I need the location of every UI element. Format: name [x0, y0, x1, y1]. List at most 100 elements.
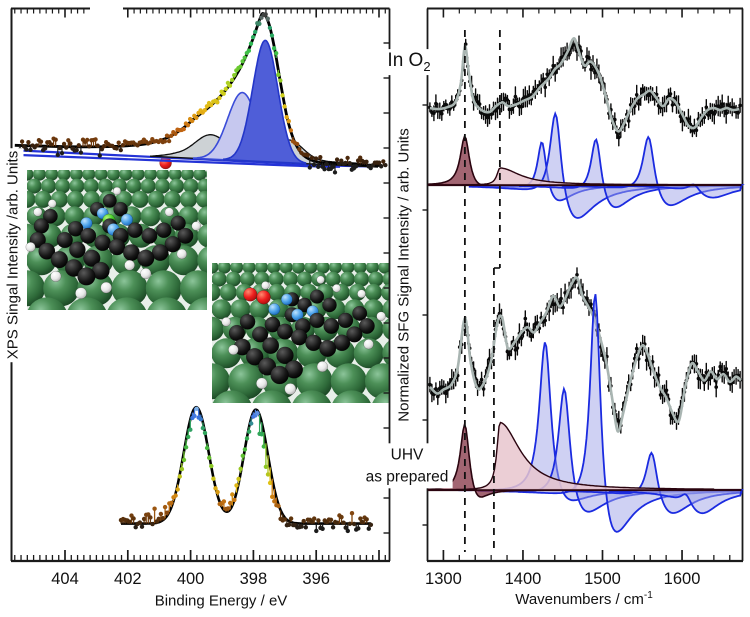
- hydrogen-atom: [228, 344, 239, 356]
- carbon-atom: [290, 328, 308, 346]
- carbon-atom: [137, 249, 155, 267]
- condition-label-in-o2: In O2: [379, 49, 439, 75]
- carbon-atom: [177, 227, 194, 244]
- sfg-data-line: [429, 44, 741, 140]
- carbon-atom: [108, 238, 126, 256]
- hydrogen-atom: [164, 207, 174, 217]
- carbon-atom: [262, 337, 280, 355]
- nitrogen-atom: [268, 303, 281, 316]
- xps-bottom-spectrum: [118, 405, 374, 534]
- carbon-atom: [164, 235, 182, 253]
- carbon-atom: [276, 323, 294, 340]
- carbon-atom: [80, 227, 97, 244]
- carbon-atom: [64, 259, 83, 277]
- carbon-atom: [264, 316, 281, 333]
- condition-label-in-o2-text: In O: [387, 50, 424, 72]
- carbon-atom: [151, 244, 169, 262]
- hydrogen-atom: [33, 207, 43, 217]
- carbon-atom: [38, 242, 56, 260]
- xps-tick-label: 404: [51, 570, 79, 588]
- carbon-atom: [323, 318, 340, 334]
- sfg-bottom-spectrum: [427, 267, 744, 533]
- hydrogen-atom: [376, 311, 386, 321]
- hydrogen-atom: [50, 270, 62, 282]
- carbon-atom: [251, 326, 269, 343]
- carbon-atom: [352, 305, 368, 321]
- condition-label-in-o2-sub: 2: [423, 58, 431, 74]
- carbon-atom: [50, 250, 69, 269]
- carbon-atom: [141, 227, 158, 244]
- carbon-atom: [69, 241, 86, 259]
- xps-top-spectrum: [14, 12, 388, 175]
- molecular-model-insets: [25, 156, 390, 403]
- inset-molecule-2: [221, 275, 386, 395]
- hydrogen-atom: [140, 268, 152, 280]
- sfg-tick-label: 1300: [425, 570, 462, 588]
- carbon-atom: [276, 346, 294, 365]
- sfg-x-axis-label: Wavenumbers / cm-1: [515, 590, 653, 608]
- uhv-label-line2: as prepared: [365, 468, 449, 485]
- carbon-atom: [358, 318, 375, 334]
- hydrogen-atom: [176, 248, 188, 260]
- carbon-atom: [170, 215, 186, 231]
- carbon-atom: [94, 234, 111, 252]
- carbon-atom: [245, 348, 264, 366]
- hydrogen-atom: [357, 289, 366, 299]
- xps-tick-label: 400: [177, 570, 205, 588]
- hydrogen-atom: [112, 186, 122, 196]
- sfg-resonance-blue: [608, 489, 743, 515]
- xps-y-axis-label: XPS Singal Intensity /arb. Units: [2, 147, 24, 363]
- carbon-atom: [33, 218, 50, 234]
- hydrogen-atom: [261, 281, 270, 290]
- xps-tick-label: 396: [302, 570, 330, 588]
- sfg-fit-line: [429, 37, 740, 133]
- hydrogen-atom: [316, 361, 328, 373]
- carbon-atom: [337, 312, 354, 329]
- sfg-tick-label: 1400: [505, 570, 542, 588]
- xps-x-axis-label: Binding Energy / eV: [154, 592, 288, 610]
- carbon-atom: [239, 313, 256, 330]
- sfg-fit-line: [428, 276, 742, 433]
- nitrogen-atom: [280, 293, 293, 306]
- xps-tick-label: 398: [240, 570, 268, 588]
- hydrogen-atom: [191, 221, 201, 231]
- xps-tick-label: 402: [114, 570, 142, 588]
- carbon-atom: [155, 222, 172, 239]
- hydrogen-atom: [124, 259, 135, 271]
- spectra: [14, 12, 745, 534]
- hydrogen-atom: [284, 383, 297, 395]
- dashed-guides: [463, 30, 501, 552]
- hydrogen-atom: [256, 377, 268, 390]
- carbon-atom: [113, 201, 128, 217]
- carbon-atom: [309, 312, 325, 329]
- carbon-atom: [346, 326, 363, 343]
- sfg-tick-label: 1500: [584, 570, 621, 588]
- hydrogen-atom: [25, 241, 36, 253]
- hydrogen-atom: [363, 339, 374, 350]
- hydrogen-atom: [221, 317, 231, 327]
- sfg-x-axis-label-exponent: -1: [643, 590, 653, 601]
- hydrogen-atom: [100, 281, 112, 294]
- oxygen-atom: [243, 287, 258, 302]
- condition-label-uhv: UHV as prepared: [361, 443, 453, 489]
- carbon-atom: [309, 289, 325, 304]
- uhv-label-line1: UHV: [390, 446, 424, 464]
- hydrogen-atom: [75, 287, 87, 300]
- carbon-atom: [319, 339, 337, 357]
- carbon-atom: [77, 267, 96, 286]
- carbon-atom: [322, 297, 337, 313]
- carbon-atom: [102, 193, 117, 208]
- sfg-resonance-pink: [428, 167, 715, 186]
- carbon-atom: [270, 365, 289, 385]
- xps-component-blue: [223, 39, 307, 165]
- nitrogen-atom: [120, 213, 134, 226]
- sfg-y-axis-label: Normalized SFG Signal Intensity / arb. U…: [395, 128, 413, 422]
- hydrogen-atom: [47, 199, 57, 208]
- xps-bottom-fit: [121, 405, 371, 525]
- hydrogen-atom: [332, 283, 341, 293]
- hydrogen-atom: [316, 275, 325, 284]
- sfg-top-spectrum: [427, 35, 745, 219]
- carbon-atom: [42, 208, 58, 224]
